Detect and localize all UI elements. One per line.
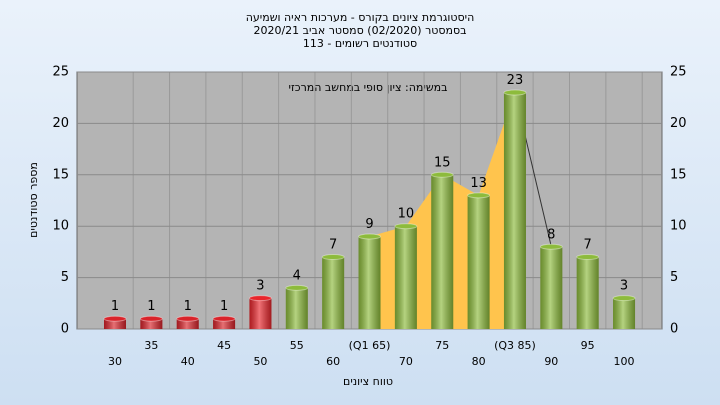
- y-tick-label: 20: [52, 116, 69, 131]
- x-tick-label: 60: [326, 355, 340, 368]
- data-label: 4: [293, 268, 301, 283]
- bar-top: [139, 315, 163, 322]
- y2-tick-label: 5: [670, 270, 678, 285]
- y2-tick-label: 0: [670, 322, 678, 337]
- annotation: במשימה: ציון סופי במחשב המרכזי: [288, 81, 447, 94]
- x-tick-label: 95: [581, 339, 595, 352]
- bar-shade: [249, 298, 272, 329]
- y-tick-label: 15: [52, 167, 69, 182]
- data-label: 9: [365, 217, 373, 232]
- y-tick-label: 10: [52, 219, 69, 234]
- y-tick-label: 0: [61, 322, 69, 337]
- data-label: 1: [184, 299, 192, 314]
- x-tick-label: (Q1 65): [349, 339, 391, 352]
- bar-shade: [358, 236, 381, 329]
- x-axis-label: טווח ציונים: [343, 375, 393, 388]
- bar-shade: [576, 257, 599, 329]
- data-label: 7: [329, 238, 337, 253]
- bar-shade: [431, 174, 454, 329]
- data-label: 7: [584, 238, 592, 253]
- x-tick-label: 30: [108, 355, 122, 368]
- data-label: 1: [220, 299, 228, 314]
- bar-shade: [540, 246, 563, 329]
- bar-shade: [613, 298, 636, 329]
- bar-top: [321, 254, 345, 261]
- y2-tick-label: 10: [670, 219, 687, 234]
- bar-top: [103, 315, 127, 322]
- x-tick-label: 70: [399, 355, 413, 368]
- bar-shade: [503, 92, 526, 329]
- bar-top: [248, 295, 272, 302]
- bar-shade: [322, 257, 345, 329]
- data-label: 23: [507, 73, 524, 88]
- bar-top: [612, 295, 636, 302]
- x-tick-label: 55: [290, 339, 304, 352]
- data-label: 3: [620, 279, 628, 294]
- title-line: בסמסטר (02/2020) סמסטר אביב 2020/21: [253, 24, 466, 37]
- data-label: 10: [398, 207, 415, 222]
- title-line: היסטוגרמת ציונים בקורס - מערכות ראיה ושמ…: [246, 11, 475, 24]
- data-label: 8: [547, 227, 555, 242]
- x-tick-label: 40: [181, 355, 195, 368]
- y-axis-label: מספר סטודנטים: [27, 162, 40, 238]
- x-tick-label: 90: [544, 355, 558, 368]
- bar-top: [212, 315, 236, 322]
- bar-top: [467, 192, 491, 199]
- x-tick-label: (Q3 85): [494, 339, 536, 352]
- bar-top: [430, 171, 454, 178]
- bar-shade: [140, 318, 163, 329]
- bar-top: [576, 254, 600, 261]
- data-label: 13: [470, 176, 487, 191]
- data-label: 15: [434, 155, 451, 170]
- y2-tick-label: 25: [670, 65, 687, 80]
- bar-top: [503, 89, 527, 96]
- title-line: סטודנטים רשומים - 113: [303, 37, 417, 50]
- bar-shade: [176, 318, 199, 329]
- bar-top: [394, 223, 418, 230]
- bar-shade: [394, 226, 417, 329]
- bar-shade: [285, 287, 308, 329]
- x-tick-label: 45: [217, 339, 231, 352]
- bar-top: [539, 243, 563, 250]
- data-label: 1: [111, 299, 119, 314]
- x-tick-label: 100: [614, 355, 635, 368]
- bar-top: [358, 233, 382, 240]
- y-tick-label: 5: [61, 270, 69, 285]
- y2-tick-label: 15: [670, 167, 687, 182]
- data-label: 3: [256, 279, 264, 294]
- bar-top: [176, 315, 200, 322]
- bar-shade: [467, 195, 490, 329]
- y2-tick-label: 20: [670, 116, 687, 131]
- y-tick-label: 25: [52, 65, 69, 80]
- data-label: 1: [147, 299, 155, 314]
- x-tick-label: 80: [472, 355, 486, 368]
- bar-top: [285, 284, 309, 291]
- bar-shade: [104, 318, 126, 329]
- bar-shade: [213, 318, 236, 329]
- x-tick-label: 35: [144, 339, 158, 352]
- x-tick-label: 50: [253, 355, 267, 368]
- x-tick-label: 75: [435, 339, 449, 352]
